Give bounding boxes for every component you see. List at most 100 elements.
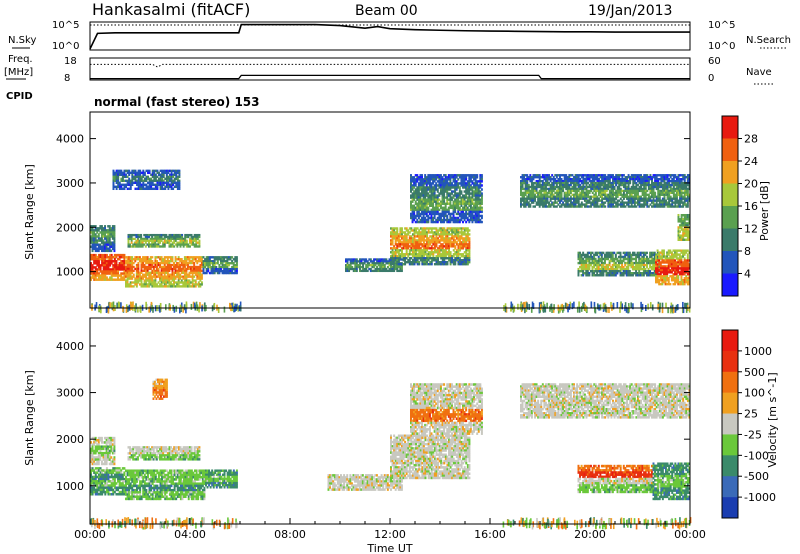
heatmap-cell [529, 195, 532, 198]
heatmap-cell [596, 179, 599, 183]
heatmap-cell [129, 185, 132, 189]
heatmap-cell [638, 203, 641, 206]
heatmap-cell [583, 177, 586, 181]
heatmap-cell [523, 201, 526, 204]
heatmap-cell [605, 183, 608, 187]
heatmap-cell [555, 179, 558, 183]
heatmap-cell [530, 183, 533, 187]
heatmap-cell [540, 185, 543, 189]
heatmap-cell [436, 208, 439, 212]
heatmap-cell [151, 285, 154, 288]
heatmap-cell [604, 176, 607, 179]
heatmap-cell [91, 272, 94, 275]
heatmap-cell [426, 261, 429, 264]
heatmap-cell [440, 233, 443, 236]
heatmap-cell [413, 182, 416, 185]
heatmap-cell [99, 247, 102, 251]
heatmap-cell [120, 169, 123, 173]
heatmap-cell [170, 233, 173, 237]
heatmap-cell [463, 218, 466, 222]
heatmap-cell [454, 204, 457, 207]
heatmap-cell [417, 186, 420, 189]
heatmap-cell [474, 218, 477, 222]
heatmap-cell [188, 283, 191, 286]
heatmap-cell [429, 239, 432, 242]
heatmap-cell [649, 177, 652, 181]
heatmap-cell [397, 237, 400, 240]
heatmap-cell [594, 201, 597, 204]
heatmap-cell [374, 267, 377, 271]
heatmap-cell [205, 262, 208, 265]
heatmap-cell [601, 205, 604, 208]
heatmap-cell [131, 277, 134, 280]
heatmap-cell [125, 285, 127, 288]
heatmap-cell [104, 235, 107, 238]
heatmap-cell [465, 176, 468, 179]
heatmap-cell [142, 258, 144, 261]
heatmap-cell [96, 268, 99, 271]
heatmap-cell [583, 193, 586, 196]
heatmap-cell [438, 204, 441, 207]
heatmap-cell [626, 197, 629, 200]
heatmap-cell [166, 285, 169, 288]
heatmap-cell [187, 283, 189, 286]
heatmap-cell [444, 231, 447, 234]
heatmap-cell [577, 197, 580, 200]
heatmap-cell [410, 247, 413, 250]
heatmap-cell [477, 180, 480, 183]
heatmap-cell [198, 239, 201, 242]
heatmap-cell [425, 200, 428, 203]
heatmap-cell [135, 265, 138, 269]
heatmap-cell [117, 173, 120, 177]
heatmap-cell [90, 229, 92, 232]
heatmap-cell [113, 239, 116, 242]
heatmap-cell [187, 233, 190, 237]
heatmap-cell [433, 194, 436, 197]
heatmap-cell [100, 249, 103, 253]
heatmap-cell [410, 196, 412, 199]
heatmap-cell [477, 214, 480, 218]
heatmap-cell [171, 235, 174, 239]
heatmap-cell [417, 204, 420, 207]
heatmap-cell [455, 184, 458, 187]
heatmap-cell [369, 258, 372, 261]
heatmap-cell [391, 263, 394, 266]
heatmap-cell [649, 195, 652, 198]
heatmap-cell [91, 247, 94, 251]
heatmap-cell [185, 241, 188, 244]
heatmap-cell [117, 171, 120, 175]
heatmap-cell [191, 269, 194, 273]
heatmap-cell [427, 227, 430, 230]
heatmap-cell [416, 174, 419, 177]
heatmap-cell [390, 241, 392, 244]
heatmap-cell [93, 231, 96, 234]
heatmap-cell [173, 245, 176, 248]
heatmap-cell [176, 261, 179, 265]
heatmap-cell [439, 220, 442, 224]
heatmap-cell [91, 239, 94, 242]
heatmap-cell [104, 276, 107, 279]
heatmap-cell [108, 225, 111, 228]
heatmap-cell [151, 235, 154, 239]
heatmap-cell [599, 183, 602, 187]
heatmap-cell [169, 260, 172, 263]
heatmap-cell [193, 269, 196, 273]
heatmap-cell [418, 229, 421, 232]
heatmap-cell [615, 203, 618, 206]
heatmap-cell [438, 214, 441, 218]
heatmap-cell [626, 177, 629, 181]
heatmap-cell [421, 251, 424, 254]
heatmap-cell [369, 260, 372, 263]
heatmap-cell [150, 187, 153, 191]
heatmap-cell [552, 185, 555, 189]
heatmap-cell [451, 255, 454, 258]
heatmap-cell [454, 176, 457, 179]
heatmap-cell [411, 176, 414, 179]
heatmap-cell [529, 193, 532, 196]
heatmap-cell [108, 243, 111, 246]
heatmap-cell [441, 178, 444, 181]
heatmap-cell [558, 174, 561, 177]
heatmap-cell [112, 177, 115, 181]
heatmap-cell [96, 239, 99, 242]
heatmap-cell [468, 176, 471, 179]
